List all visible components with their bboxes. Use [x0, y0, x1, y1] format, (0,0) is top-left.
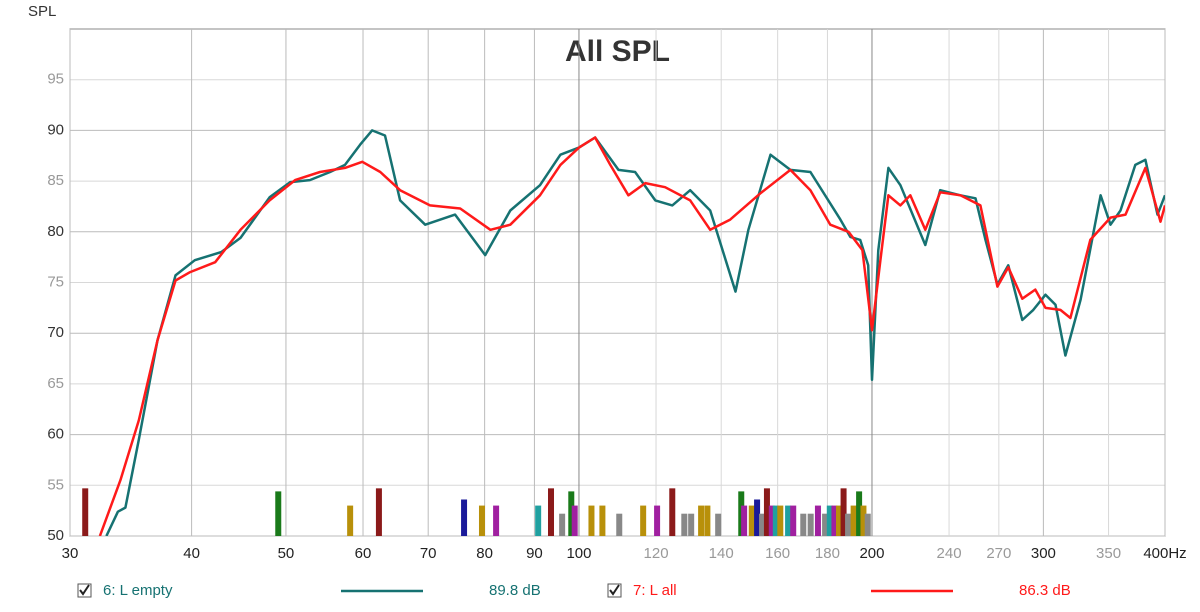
x-tick-label: 400Hz [1143, 545, 1186, 562]
resonance-marker [571, 505, 578, 536]
y-tick-label: 80 [47, 223, 64, 240]
legend-label: 7: L all [633, 582, 677, 599]
checkmark [609, 584, 620, 596]
chart-title: All SPL [565, 35, 670, 68]
x-tick-label: 30 [62, 545, 79, 562]
y-tick-label: 95 [47, 71, 64, 88]
x-tick-label: 180 [815, 545, 840, 562]
x-tick-label: 240 [937, 545, 962, 562]
x-tick-label: 350 [1096, 545, 1121, 562]
resonance-marker [790, 505, 797, 536]
x-tick-label: 160 [765, 545, 790, 562]
resonance-marker [826, 505, 833, 536]
resonance-marker [548, 488, 555, 536]
resonance-marker [822, 513, 829, 536]
resonance-marker [698, 505, 705, 536]
resonance-marker [559, 513, 566, 536]
x-tick-label: 270 [986, 545, 1011, 562]
x-tick-label: 40 [183, 545, 200, 562]
legend: 6: L empty 89.8 dB 7: L all 86.3 dB [77, 582, 1071, 599]
resonance-marker [275, 491, 282, 536]
resonance-marker [669, 488, 676, 536]
y-tick-label: 65 [47, 375, 64, 392]
y-axis-title: SPL [28, 3, 56, 20]
legend-level: 89.8 dB [489, 582, 541, 599]
resonance-marker [759, 513, 766, 536]
resonance-marker [748, 505, 755, 536]
legend-label: 6: L empty [103, 582, 173, 599]
resonance-marker [535, 505, 542, 536]
x-tick-label: 100 [566, 545, 591, 562]
resonance-marker [688, 513, 695, 536]
resonance-marker [836, 505, 843, 536]
resonance-marker [850, 505, 857, 536]
resonance-marker [831, 505, 838, 536]
y-tick-label: 75 [47, 273, 64, 290]
resonance-marker [768, 505, 775, 536]
y-tick-label: 55 [47, 476, 64, 493]
x-tick-label: 120 [644, 545, 669, 562]
resonance-marker [840, 488, 847, 536]
resonance-marker [800, 513, 807, 536]
resonance-marker [845, 513, 852, 536]
x-tick-label: 300 [1031, 545, 1056, 562]
resonance-marker [785, 505, 792, 536]
resonance-marker [347, 505, 354, 536]
resonance-marker [763, 488, 770, 536]
y-tick-label: 70 [47, 324, 64, 341]
resonance-marker [599, 505, 606, 536]
resonance-marker [616, 513, 623, 536]
resonance-marker [654, 505, 661, 536]
resonance-marker [588, 505, 595, 536]
y-tick-label: 60 [47, 426, 64, 443]
y-tick-label: 50 [47, 527, 64, 544]
x-tick-label: 80 [476, 545, 493, 562]
resonance-marker [777, 505, 784, 536]
x-tick-label: 200 [859, 545, 884, 562]
y-tick-label: 85 [47, 172, 64, 189]
resonance-marker [568, 491, 575, 536]
resonance-marker [807, 513, 814, 536]
checkmark [79, 584, 90, 596]
x-tick-label: 90 [526, 545, 543, 562]
resonance-marker [864, 513, 871, 536]
resonance-marker [754, 499, 761, 536]
x-tick-label: 60 [355, 545, 372, 562]
x-tick-label: 50 [278, 545, 295, 562]
resonance-marker [772, 505, 779, 536]
series-line [98, 136, 1165, 536]
resonance-marker [715, 513, 722, 536]
resonance-marker [741, 505, 748, 536]
series-line [105, 129, 1165, 536]
x-tick-label: 140 [709, 545, 734, 562]
resonance-marker [82, 488, 89, 536]
resonance-marker [814, 505, 821, 536]
resonance-marker [856, 491, 863, 536]
x-tick-label: 70 [420, 545, 437, 562]
resonance-marker [681, 513, 688, 536]
resonance-marker [375, 488, 382, 536]
y-tick-label: 90 [47, 121, 64, 138]
resonance-marker [493, 505, 500, 536]
resonance-marker [461, 499, 468, 536]
resonance-marker [640, 505, 647, 536]
legend-level: 86.3 dB [1019, 582, 1071, 599]
resonance-marker [704, 505, 711, 536]
resonance-marker [478, 505, 485, 536]
resonance-marker [860, 505, 867, 536]
